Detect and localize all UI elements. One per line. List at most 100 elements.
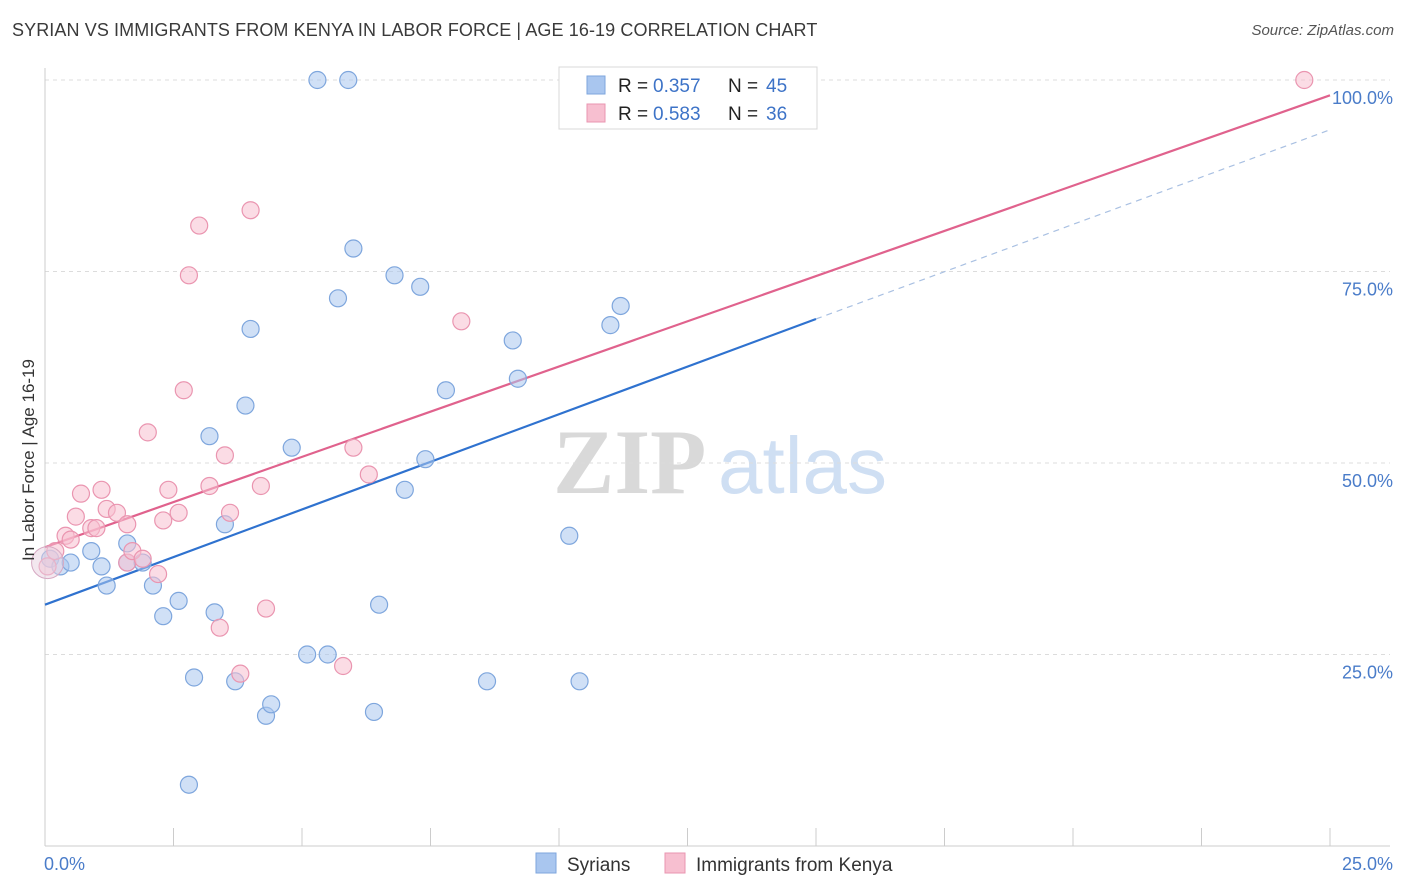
watermark: ZIP atlas	[553, 411, 887, 513]
point-syrians	[200, 427, 219, 446]
point-kenya	[71, 484, 91, 503]
point-kenya	[87, 519, 106, 538]
point-syrians	[560, 526, 579, 545]
watermark-zip: ZIP	[553, 411, 706, 513]
legend-r-label-1: R =	[618, 76, 648, 97]
point-syrians	[503, 331, 522, 350]
point-kenya	[190, 216, 209, 235]
source-credit: Source: ZipAtlas.com	[1251, 22, 1394, 39]
point-kenya	[359, 465, 378, 484]
point-kenya	[148, 564, 168, 584]
point-cluster	[31, 546, 65, 580]
point-syrians	[184, 668, 204, 687]
point-syrians	[318, 645, 337, 664]
point-syrians	[308, 70, 327, 90]
point-syrians	[298, 645, 317, 664]
point-kenya	[133, 549, 152, 568]
point-kenya	[251, 476, 270, 496]
point-kenya	[66, 507, 85, 526]
point-kenya	[215, 446, 234, 465]
point-kenya	[334, 656, 353, 676]
point-kenya	[118, 515, 137, 534]
y-tick-label: 50.0%	[1342, 471, 1393, 491]
point-syrians	[436, 381, 456, 400]
point-syrians	[92, 557, 111, 576]
point-kenya	[179, 266, 199, 285]
bottom-legend: Syrians Immigrants from Kenya	[535, 852, 893, 876]
point-kenya	[169, 503, 188, 522]
point-syrians	[154, 607, 173, 626]
point-syrians	[411, 277, 430, 296]
legend-n-label-2: N =	[728, 104, 758, 125]
point-syrians	[97, 576, 116, 595]
data-points	[31, 70, 1314, 794]
point-kenya	[1295, 70, 1314, 90]
point-kenya	[92, 480, 111, 499]
trend-line-kenya	[44, 94, 1331, 549]
point-kenya	[174, 381, 193, 400]
y-tick-label: 75.0%	[1342, 280, 1393, 300]
chart-title: SYRIAN VS IMMIGRANTS FROM KENYA IN LABOR…	[12, 20, 818, 40]
legend-n-label-1: N =	[728, 76, 758, 97]
point-syrians	[508, 369, 527, 388]
bottom-legend-label-kenya: Immigrants from Kenya	[696, 855, 893, 876]
point-syrians	[477, 672, 497, 691]
point-kenya	[210, 618, 229, 637]
x-tick-label-max: 25.0%	[1342, 854, 1393, 874]
point-syrians	[570, 672, 589, 691]
point-syrians	[611, 296, 630, 316]
point-syrians	[328, 289, 348, 308]
point-syrians	[282, 438, 301, 457]
legend-swatch-syrians	[586, 75, 606, 95]
point-kenya	[241, 201, 260, 220]
y-tick-label: 25.0%	[1342, 663, 1393, 683]
legend-r-value-2: 0.583	[653, 104, 701, 125]
point-syrians	[236, 396, 255, 415]
point-syrians	[61, 553, 80, 572]
x-tick-label-min: 0.0%	[44, 854, 85, 874]
bottom-legend-swatch-syrians	[535, 852, 557, 874]
point-syrians	[241, 319, 260, 339]
watermark-atlas: atlas	[718, 421, 887, 510]
point-kenya	[452, 312, 471, 331]
point-kenya	[107, 503, 127, 522]
point-syrians	[385, 266, 404, 285]
bottom-legend-swatch-kenya	[664, 852, 686, 874]
point-syrians	[364, 702, 384, 722]
trend-lines	[44, 94, 1331, 606]
point-kenya	[256, 599, 276, 618]
y-axis-label: In Labor Force | Age 16-19	[19, 359, 38, 561]
bottom-legend-label-syrians: Syrians	[567, 855, 630, 876]
point-kenya	[61, 530, 80, 549]
axes	[44, 68, 1390, 847]
point-syrians	[179, 775, 199, 794]
y-tick-labels: 25.0% 50.0% 75.0% 100.0%	[1332, 88, 1393, 683]
legend-swatch-kenya	[586, 103, 606, 123]
legend-n-value-2: 36	[766, 104, 787, 125]
point-syrians	[601, 316, 620, 335]
point-syrians	[205, 603, 224, 622]
trend-extension-syrians	[815, 129, 1331, 320]
legend-r-label-2: R =	[618, 104, 648, 125]
point-syrians	[416, 450, 435, 469]
legend: R = 0.357 N = 45 R = 0.583 N = 36	[558, 66, 818, 130]
point-kenya	[154, 511, 173, 530]
point-syrians	[339, 70, 358, 90]
point-syrians	[169, 591, 188, 610]
point-kenya	[138, 423, 157, 442]
legend-n-value-1: 45	[766, 76, 787, 97]
y-tick-label: 100.0%	[1332, 88, 1393, 108]
point-kenya	[200, 476, 219, 496]
point-kenya	[159, 480, 178, 499]
point-syrians	[262, 695, 281, 714]
point-syrians	[82, 541, 101, 561]
point-syrians	[395, 480, 414, 499]
point-syrians	[370, 595, 389, 614]
point-syrians	[344, 239, 363, 258]
legend-r-value-1: 0.357	[653, 76, 701, 97]
grid	[45, 79, 1390, 655]
point-kenya	[344, 438, 363, 457]
point-kenya	[231, 664, 250, 683]
point-kenya	[220, 503, 240, 522]
